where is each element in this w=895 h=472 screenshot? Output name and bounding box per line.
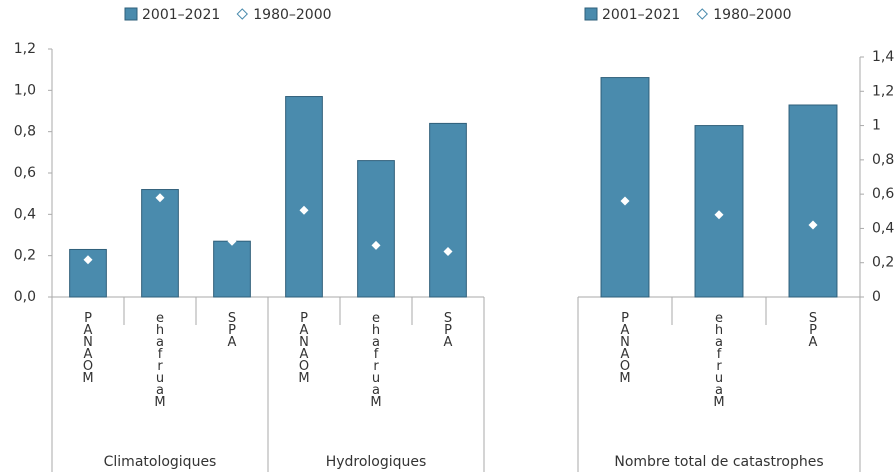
diamond-marker: [714, 210, 724, 220]
legend-swatch: [696, 8, 708, 20]
y-tick-label: 1,2: [14, 41, 36, 57]
y-tick-label: 0,8: [872, 152, 894, 168]
bar: [213, 240, 251, 298]
bar: [788, 104, 838, 298]
x-tick-label: PANAOM: [618, 311, 633, 383]
x-tick-label: ehafruaM: [712, 311, 727, 407]
bar: [357, 160, 395, 298]
diamond-marker: [299, 205, 309, 215]
y-tick-label: 1: [872, 118, 881, 134]
group-label: Hydrologiques: [326, 454, 427, 470]
bar: [141, 189, 179, 298]
x-tick-label: SPA: [806, 311, 821, 347]
y-tick-label: 0,0: [14, 289, 36, 305]
y-tick-label: 0,4: [872, 220, 894, 236]
bar: [429, 122, 467, 298]
y-tick-label: 1,4: [872, 49, 894, 65]
bar: [600, 77, 650, 298]
legend-swatch: [236, 8, 248, 20]
diamond-marker: [808, 220, 818, 230]
legend-swatch: [124, 7, 138, 21]
y-tick-label: 1,2: [872, 83, 894, 99]
diamond-marker: [371, 240, 381, 250]
x-tick-label: ehafruaM: [153, 311, 168, 407]
diamond-marker: [227, 236, 237, 246]
diamond-marker: [155, 193, 165, 203]
y-tick-label: 0,6: [872, 186, 894, 202]
legend-label: 2001–2021: [602, 7, 680, 23]
x-tick-label: PANAOM: [297, 311, 312, 383]
group-label: Climatologiques: [104, 454, 217, 470]
diamond-marker: [620, 196, 630, 206]
y-tick-label: 1,0: [14, 82, 36, 98]
y-tick-label: 0,2: [872, 255, 894, 271]
y-tick-label: 0,8: [14, 124, 36, 140]
x-tick-label: ehafruaM: [369, 311, 384, 407]
group-label: Nombre total de catastrophes: [614, 454, 823, 470]
x-tick-label: SPA: [225, 311, 240, 347]
y-tick-label: 0,2: [14, 248, 36, 264]
bar: [285, 96, 323, 298]
legend-label: 2001–2021: [142, 7, 220, 23]
x-tick-label: PANAOM: [81, 311, 96, 383]
y-tick-label: 0,4: [14, 206, 36, 222]
y-tick-label: 0: [872, 289, 881, 305]
legend-label: 1980–2000: [253, 7, 331, 23]
diamond-marker: [443, 247, 453, 257]
legend-label: 1980–2000: [713, 7, 791, 23]
bar: [69, 248, 107, 298]
legend-swatch: [584, 7, 598, 21]
diamond-marker: [83, 255, 93, 265]
y-tick-label: 0,6: [14, 165, 36, 181]
x-tick-label: SPA: [441, 311, 456, 347]
